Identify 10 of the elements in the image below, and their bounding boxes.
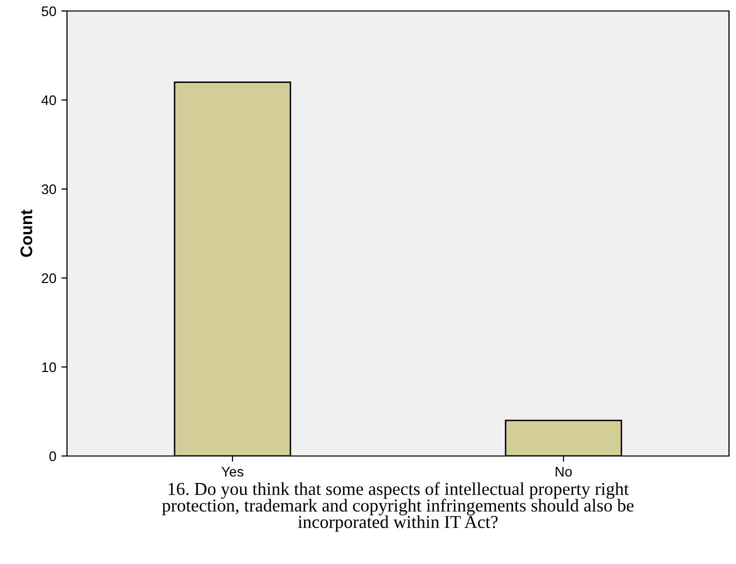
- x-tick-label: Yes: [221, 466, 244, 477]
- y-tick-label: 10: [42, 362, 56, 372]
- y-tick-label: 50: [42, 6, 56, 16]
- y-tick-label: 40: [41, 95, 56, 106]
- y-axis-title: Count: [20, 210, 32, 257]
- y-tick-label: 20: [42, 273, 56, 284]
- x-axis-title: 16. Do you think that some aspects of intellectual property right protection, trademark and copyright infringements should also be incorporated within IT Act?: [162, 482, 634, 532]
- y-tick-label: 30: [42, 184, 56, 194]
- x-tick-label: No: [556, 466, 572, 477]
- y-tick-label: 0: [49, 451, 56, 462]
